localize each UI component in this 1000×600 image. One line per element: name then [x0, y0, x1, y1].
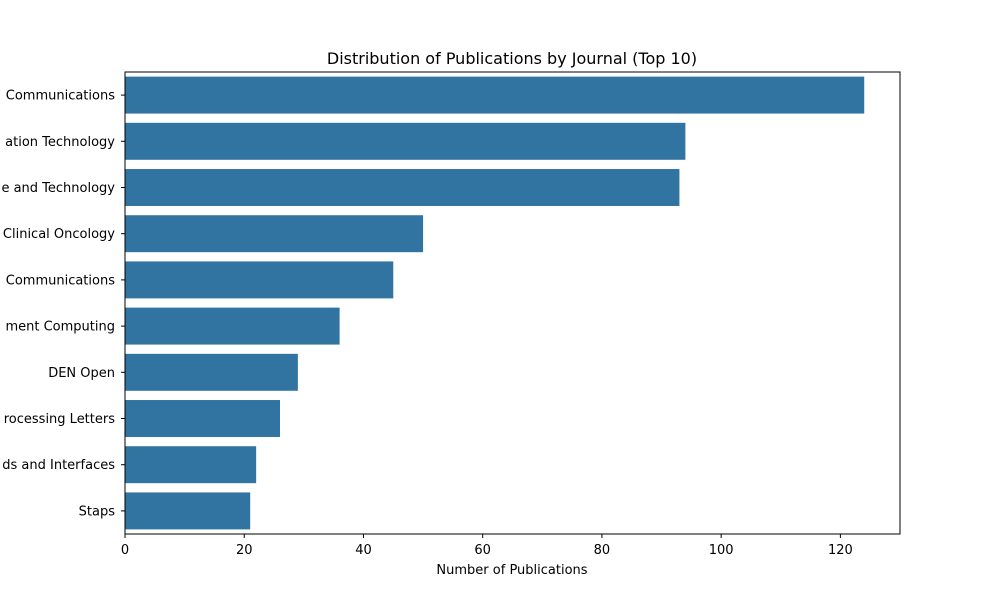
bar-3 [125, 215, 424, 253]
x-tick-label-2: 40 [355, 543, 372, 558]
bar-5 [125, 307, 340, 345]
plot-frame [124, 71, 901, 535]
x-axis-ticks: 0 20 40 60 80 100 120 [121, 534, 853, 558]
x-tick-label-1: 20 [236, 543, 253, 558]
bar-7 [125, 400, 280, 437]
bar-2 [125, 169, 680, 206]
y-tick-label-0: Communications [6, 89, 115, 104]
bar-8 [125, 446, 257, 484]
y-tick-label-1: ation Technology [5, 135, 115, 150]
x-tick-label-5: 100 [709, 543, 734, 558]
x-tick-label-4: 80 [594, 543, 611, 558]
y-tick-label-9: Staps [79, 504, 116, 519]
y-tick-label-3: Clinical Oncology [3, 227, 115, 242]
y-tick-label-5: ment Computing [5, 320, 115, 335]
x-tick-label-3: 60 [474, 543, 491, 558]
x-tick-label-6: 120 [828, 543, 853, 558]
y-tick-label-4: Communications [6, 273, 115, 288]
y-tick-label-8: ds and Interfaces [2, 458, 115, 473]
x-tick-label-0: 0 [121, 543, 129, 558]
y-tick-label-2: e and Technology [1, 181, 115, 196]
bar-6 [125, 353, 298, 391]
y-tick-label-6: DEN Open [48, 366, 115, 381]
x-axis-label: Number of Publications [436, 563, 587, 578]
bar-0 [125, 76, 865, 114]
y-tick-label-7: rocessing Letters [4, 412, 115, 427]
chart-title: Distribution of Publications by Journal … [327, 49, 697, 68]
bar-1 [125, 122, 686, 160]
bar-9 [125, 492, 251, 530]
bar-4 [125, 261, 394, 299]
bars-group [125, 76, 865, 530]
y-axis-ticks: Communications ation Technology e and Tech… [1, 89, 125, 519]
